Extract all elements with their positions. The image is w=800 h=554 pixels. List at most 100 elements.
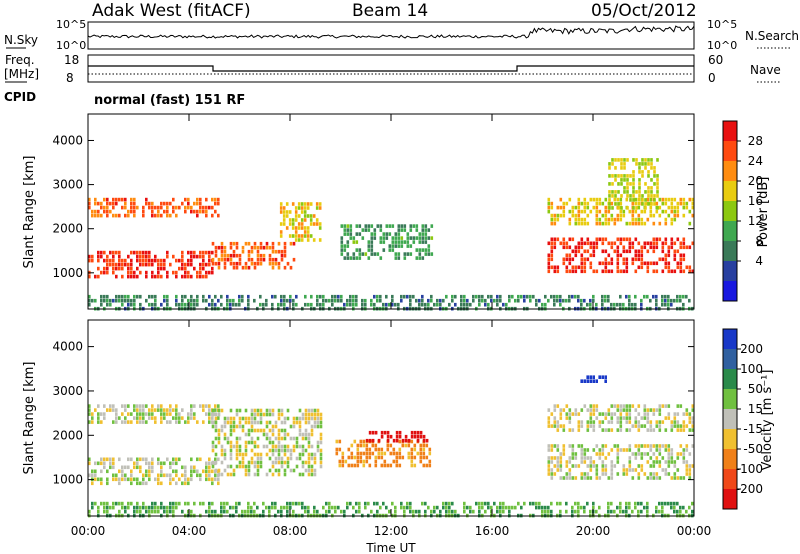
velocity-cell — [544, 509, 547, 514]
velocity-cell — [553, 404, 557, 408]
velocity-cell — [682, 420, 686, 424]
power-cell — [574, 217, 578, 222]
power-cell — [319, 294, 322, 299]
power-cell — [637, 253, 641, 258]
velocity-cell — [673, 416, 677, 420]
velocity-cell — [220, 460, 224, 465]
power-cell — [208, 254, 211, 259]
velocity-cell — [157, 477, 160, 482]
noise-sky-trace — [87, 25, 695, 39]
velocity-cell — [586, 476, 590, 480]
power-cell — [262, 245, 266, 250]
power-cell — [274, 261, 278, 266]
velocity-cell — [688, 505, 691, 510]
velocity-cell — [94, 473, 97, 478]
velocity-cell — [130, 457, 133, 462]
power-cell — [586, 302, 589, 307]
power-cell — [364, 224, 368, 228]
power-cell — [496, 302, 499, 307]
velocity-cell — [262, 444, 266, 449]
power-cell — [629, 182, 632, 186]
velocity-cell — [181, 473, 184, 478]
power-cell — [589, 298, 592, 303]
velocity-cell — [121, 465, 124, 470]
power-cell — [291, 234, 295, 238]
velocity-cell — [232, 428, 236, 433]
velocity-cell — [604, 416, 608, 420]
power-cell — [670, 205, 674, 210]
power-cell — [472, 298, 475, 303]
power-cell — [620, 162, 623, 166]
velocity-cell — [394, 505, 397, 510]
velocity-cell — [112, 404, 115, 408]
velocity-cell — [604, 444, 608, 448]
velocity-cell — [553, 472, 557, 476]
power-cell — [322, 302, 325, 307]
power-cell — [115, 262, 118, 267]
power-cell — [367, 240, 371, 244]
velocity-cell — [571, 476, 575, 480]
velocity-cell — [103, 416, 106, 420]
velocity-cell — [413, 434, 417, 439]
power-cell — [100, 294, 103, 299]
velocity-cell — [416, 451, 420, 456]
power-cell — [595, 205, 599, 210]
velocity-cell — [286, 501, 289, 506]
velocity-cell — [316, 420, 320, 425]
power-cell — [136, 258, 139, 263]
velocity-cell — [235, 424, 239, 429]
velocity-cell — [145, 461, 148, 466]
power-cell — [274, 249, 278, 254]
velocity-cell — [328, 501, 331, 506]
velocity-cell — [190, 469, 193, 474]
velocity-cell — [178, 412, 181, 416]
power-cell — [181, 201, 184, 206]
velocity-cell — [292, 436, 296, 441]
velocity-cell — [256, 464, 260, 469]
power-cell — [367, 224, 371, 228]
velocity-cell — [652, 444, 656, 448]
power-cell — [583, 257, 587, 262]
power-cell — [649, 241, 653, 246]
velocity-cell — [172, 509, 175, 514]
power-cell — [638, 186, 641, 190]
velocity-cell — [181, 416, 184, 420]
power-cell — [315, 202, 319, 206]
power-cell — [439, 302, 442, 307]
velocity-cell — [559, 501, 562, 506]
power-cell — [286, 298, 289, 303]
power-cell — [631, 217, 635, 222]
power-cell — [424, 248, 428, 252]
power-cell — [184, 197, 187, 202]
power-cell — [661, 298, 664, 303]
power-cell — [297, 238, 301, 242]
velocity-cell — [304, 416, 308, 421]
power-cell — [106, 270, 109, 275]
power-cell — [145, 201, 148, 206]
velocity-cell — [133, 416, 136, 420]
power-cell — [664, 253, 668, 258]
velocity-cell — [556, 424, 560, 428]
power-cell — [571, 249, 575, 254]
power-cell — [637, 265, 641, 270]
power-cell — [673, 197, 677, 202]
power-cell — [625, 257, 629, 262]
velocity-cell — [160, 461, 163, 466]
power-cell — [199, 270, 202, 275]
power-cell — [601, 298, 604, 303]
velocity-cell — [190, 404, 193, 408]
velocity-cell — [202, 469, 205, 474]
power-cell — [318, 222, 322, 226]
velocity-cell — [235, 456, 239, 461]
velocity-cell — [562, 424, 566, 428]
power-cell — [202, 209, 205, 214]
velocity-cell — [395, 430, 399, 435]
power-cell — [611, 158, 614, 162]
power-cell — [303, 230, 307, 234]
power-cell — [643, 261, 647, 266]
velocity-cell — [353, 463, 357, 468]
velocity-cell — [136, 477, 139, 482]
power-cell — [608, 174, 611, 178]
power-cell — [190, 294, 193, 299]
